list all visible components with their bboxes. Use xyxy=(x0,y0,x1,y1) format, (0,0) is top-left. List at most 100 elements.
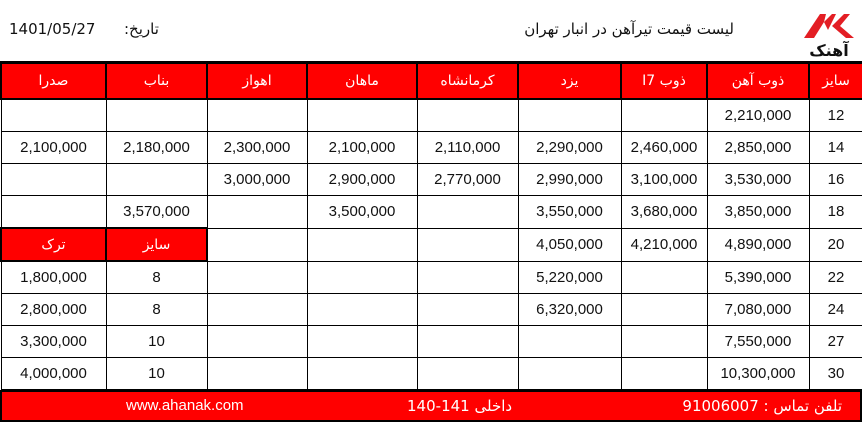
price-cell xyxy=(620,325,708,358)
size-cell: 14 xyxy=(808,131,862,164)
price-cell: 2,770,000 xyxy=(416,163,519,196)
price-cell: 2,850,000 xyxy=(706,131,810,164)
price-cell: 2,460,000 xyxy=(620,131,708,164)
price-cell xyxy=(306,357,418,390)
contact-phone: تلفن تماس : 91006007 xyxy=(682,397,842,415)
price-cell: 2,210,000 xyxy=(706,98,810,132)
price-cell: 3,850,000 xyxy=(706,195,810,229)
price-cell xyxy=(416,260,519,294)
date-value: 1401/05/27 xyxy=(9,20,96,38)
price-cell: 2,100,000 xyxy=(306,131,418,164)
price-cell xyxy=(206,357,308,390)
price-cell xyxy=(105,98,208,132)
price-cell: 2,900,000 xyxy=(306,163,418,196)
table-row: 20 4,890,000 4,210,000 4,050,000 سایز ترک xyxy=(0,227,862,262)
price-cell xyxy=(416,293,519,326)
size-cell: 20 xyxy=(808,227,862,262)
price-cell xyxy=(306,98,418,132)
price-cell xyxy=(620,260,708,294)
price-cell xyxy=(306,325,418,358)
column-header: ماهان xyxy=(306,61,418,100)
price-cell: 5,220,000 xyxy=(517,260,622,294)
ahanak-logo: آهنک xyxy=(804,14,854,60)
price-cell: 4,210,000 xyxy=(620,227,708,262)
price-cell xyxy=(0,163,107,196)
price-cell: 5,390,000 xyxy=(706,260,810,294)
column-header: ذوب آهن xyxy=(706,61,810,100)
extension-numbers: داخلی 141-140 xyxy=(407,397,513,415)
price-cell: 8 xyxy=(105,293,208,326)
price-cell xyxy=(206,260,308,294)
price-cell: 2,300,000 xyxy=(206,131,308,164)
price-cell xyxy=(105,163,208,196)
price-cell: 2,290,000 xyxy=(517,131,622,164)
price-table: سایز ذوب آهن ذوب I7 یزد کرمانشاه ماهان اهواز بن… xyxy=(0,61,862,390)
column-header: سایز xyxy=(808,61,862,100)
table-row: 22 5,390,000 5,220,000 8 1,800,000 xyxy=(0,260,862,294)
price-cell xyxy=(416,325,519,358)
table-row: 18 3,850,000 3,680,000 3,550,000 3,500,000 3,… xyxy=(0,195,862,229)
size-cell: 22 xyxy=(808,260,862,294)
price-cell xyxy=(306,260,418,294)
price-cell xyxy=(416,98,519,132)
price-cell: 6,320,000 xyxy=(517,293,622,326)
price-cell: 1,800,000 xyxy=(0,260,107,294)
price-cell xyxy=(517,357,622,390)
page-title: لیست قیمت تیرآهن در انبار تهران xyxy=(524,20,734,38)
column-header: کرمانشاه xyxy=(416,61,519,100)
price-cell: 3,500,000 xyxy=(306,195,418,229)
price-cell: 3,570,000 xyxy=(105,195,208,229)
price-cell xyxy=(620,98,708,132)
price-cell: 2,800,000 xyxy=(0,293,107,326)
price-cell: 3,530,000 xyxy=(706,163,810,196)
date-label: تاریخ: xyxy=(124,20,159,38)
price-cell xyxy=(517,325,622,358)
price-cell: 3,550,000 xyxy=(517,195,622,229)
price-cell: 3,680,000 xyxy=(620,195,708,229)
price-cell xyxy=(0,195,107,229)
table-row: 24 7,080,000 6,320,000 8 2,800,000 xyxy=(0,293,862,326)
size-cell: 30 xyxy=(808,357,862,390)
price-cell: 10 xyxy=(105,325,208,358)
size-cell: 18 xyxy=(808,195,862,229)
price-cell: 4,050,000 xyxy=(517,227,622,262)
column-header: صدرا xyxy=(0,61,107,100)
sub-table-header: ترک xyxy=(0,227,107,262)
price-cell: 2,100,000 xyxy=(0,131,107,164)
price-cell: 4,890,000 xyxy=(706,227,810,262)
price-cell xyxy=(620,293,708,326)
price-cell xyxy=(416,357,519,390)
price-cell: 3,300,000 xyxy=(0,325,107,358)
website-link[interactable]: www.ahanak.com xyxy=(126,397,244,414)
table-row: 27 7,550,000 10 3,300,000 xyxy=(0,325,862,358)
price-cell xyxy=(416,195,519,229)
price-cell xyxy=(206,195,308,229)
price-cell xyxy=(306,293,418,326)
price-cell: 3,100,000 xyxy=(620,163,708,196)
column-header: اهواز xyxy=(206,61,308,100)
footer-bar: تلفن تماس : 91006007 داخلی 141-140 www.a… xyxy=(0,390,862,422)
price-cell: 10,300,000 xyxy=(706,357,810,390)
table-row: 16 3,530,000 3,100,000 2,990,000 2,770,000 2,… xyxy=(0,163,862,196)
table-row: 12 2,210,000 xyxy=(0,98,862,132)
price-cell xyxy=(206,98,308,132)
price-cell xyxy=(620,357,708,390)
svg-text:آهنک: آهنک xyxy=(809,40,849,60)
price-cell: 2,990,000 xyxy=(517,163,622,196)
price-cell: 7,550,000 xyxy=(706,325,810,358)
price-cell xyxy=(306,227,418,262)
price-cell: 8 xyxy=(105,260,208,294)
price-cell: 2,180,000 xyxy=(105,131,208,164)
price-cell: 3,000,000 xyxy=(206,163,308,196)
price-cell xyxy=(0,98,107,132)
price-cell xyxy=(206,325,308,358)
table-row: 14 2,850,000 2,460,000 2,290,000 2,110,000 2,… xyxy=(0,131,862,164)
table-header-row: سایز ذوب آهن ذوب I7 یزد کرمانشاه ماهان اهواز بن… xyxy=(0,61,862,100)
size-cell: 16 xyxy=(808,163,862,196)
size-cell: 12 xyxy=(808,98,862,132)
price-cell xyxy=(206,227,308,262)
size-cell: 24 xyxy=(808,293,862,326)
price-cell: 10 xyxy=(105,357,208,390)
column-header: ذوب I7 xyxy=(620,61,708,100)
price-cell xyxy=(206,293,308,326)
